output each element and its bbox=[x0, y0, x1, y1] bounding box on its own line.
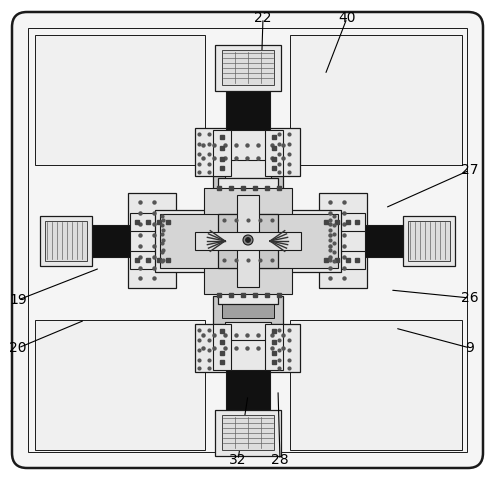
Bar bbox=[204, 188, 292, 294]
Text: 28: 28 bbox=[271, 453, 289, 467]
Bar bbox=[182, 220, 198, 262]
Bar bbox=[155, 210, 341, 272]
Bar bbox=[317, 225, 335, 257]
Bar bbox=[265, 130, 283, 176]
Bar bbox=[218, 178, 278, 304]
Text: 22: 22 bbox=[254, 11, 272, 25]
Bar bbox=[218, 214, 278, 268]
Bar bbox=[160, 214, 338, 268]
Bar bbox=[160, 225, 178, 257]
Bar bbox=[195, 128, 300, 176]
Text: 9: 9 bbox=[466, 341, 474, 355]
Bar bbox=[319, 213, 365, 231]
Bar bbox=[403, 216, 455, 266]
Bar bbox=[319, 251, 365, 269]
Bar bbox=[225, 322, 271, 340]
Bar bbox=[226, 370, 270, 410]
Bar bbox=[319, 193, 367, 288]
Bar bbox=[45, 221, 87, 261]
Bar bbox=[222, 50, 274, 85]
Bar bbox=[226, 90, 270, 130]
Bar bbox=[225, 160, 271, 178]
Bar bbox=[35, 35, 205, 165]
Bar bbox=[35, 320, 205, 450]
Bar bbox=[130, 251, 176, 269]
Bar bbox=[237, 195, 259, 287]
Bar bbox=[297, 220, 313, 262]
FancyBboxPatch shape bbox=[12, 12, 483, 468]
Bar bbox=[176, 211, 204, 271]
Bar bbox=[213, 324, 231, 370]
Circle shape bbox=[243, 235, 253, 245]
Bar bbox=[213, 130, 231, 176]
Circle shape bbox=[246, 238, 250, 242]
Text: 20: 20 bbox=[9, 341, 27, 355]
Bar bbox=[291, 211, 319, 271]
Bar bbox=[215, 410, 281, 456]
Text: 40: 40 bbox=[338, 11, 356, 25]
Bar bbox=[408, 221, 450, 261]
Bar bbox=[128, 193, 176, 288]
Text: 19: 19 bbox=[9, 293, 27, 307]
Bar bbox=[130, 213, 176, 231]
Bar bbox=[195, 324, 300, 372]
Bar bbox=[265, 324, 283, 370]
Text: 26: 26 bbox=[461, 291, 479, 305]
Bar bbox=[28, 28, 467, 452]
Bar bbox=[290, 35, 462, 165]
Bar bbox=[222, 182, 274, 198]
Bar bbox=[213, 296, 283, 324]
Bar bbox=[365, 225, 405, 257]
Text: 32: 32 bbox=[229, 453, 247, 467]
Bar bbox=[213, 176, 283, 204]
Bar bbox=[290, 320, 462, 450]
Text: 27: 27 bbox=[461, 163, 479, 177]
Bar bbox=[222, 415, 274, 450]
Bar bbox=[40, 216, 92, 266]
Bar bbox=[222, 302, 274, 318]
Bar bbox=[215, 45, 281, 91]
Bar bbox=[195, 232, 301, 250]
Bar bbox=[90, 225, 130, 257]
